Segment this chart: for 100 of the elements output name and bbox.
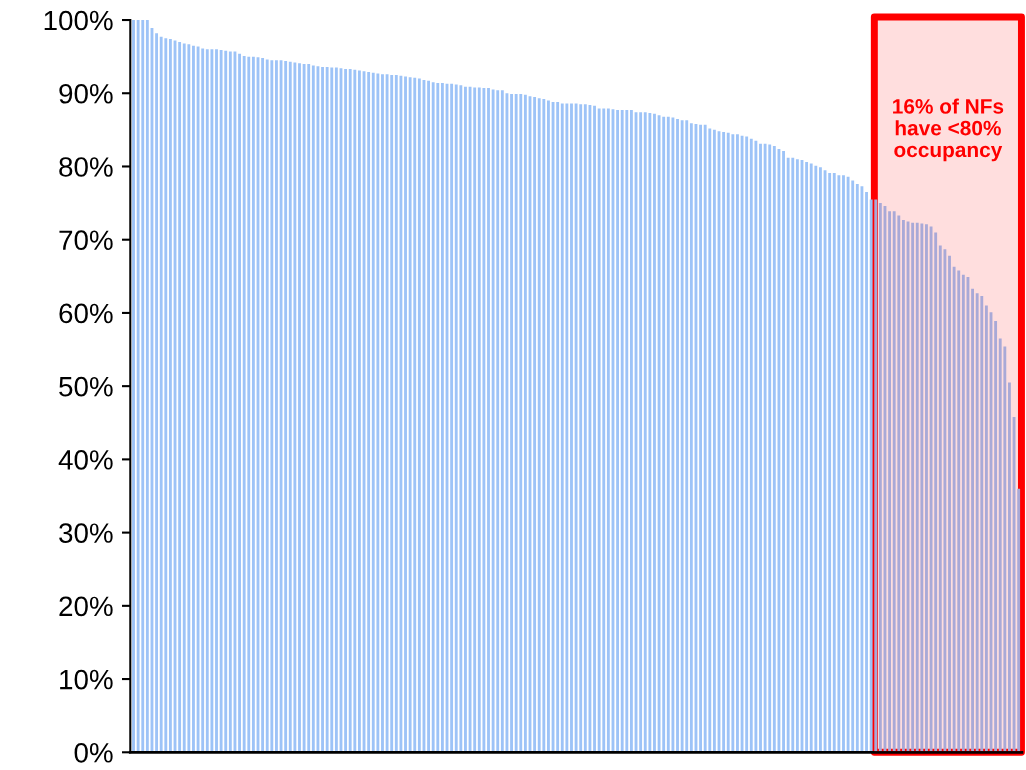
bar [473,87,477,753]
bar [938,245,942,753]
annotation: 16% of NFs have <80% occupancy [893,98,1004,162]
bar [201,48,205,753]
bar [703,124,707,753]
bar [648,113,652,753]
bar [671,117,675,753]
bar [699,124,702,753]
bar [431,82,435,753]
bar [920,223,924,753]
bar [629,110,633,753]
bar [367,72,371,753]
bar [491,89,495,753]
bar [224,50,228,753]
bar [325,66,329,753]
bar [745,136,749,753]
bar [542,99,546,753]
bar [653,113,656,753]
bar [814,165,818,753]
bar [464,86,467,753]
bar [219,50,223,753]
bar [496,90,500,753]
bar [685,120,689,753]
bar [657,115,661,753]
bar [238,53,241,753]
bar [547,100,550,753]
bar [275,60,278,753]
bar [925,224,928,753]
bar [662,116,666,753]
bar [141,20,145,753]
bar [242,55,246,753]
bar [145,20,149,753]
bar [597,108,601,753]
y-tick-label: 100% [44,10,113,31]
bar [984,305,988,753]
bar [666,116,670,753]
bar [878,203,882,753]
bar [270,60,274,753]
y-tick-label: 0% [74,742,113,763]
bar [155,33,159,753]
bar [399,75,403,753]
bar [459,85,463,753]
bar [574,103,578,753]
bar [454,84,458,753]
bar [500,90,504,753]
y-tick-label: 50% [59,376,113,397]
bar [708,128,712,753]
bar [948,255,951,753]
bar [809,163,813,753]
bar [477,87,481,753]
bar [768,144,772,753]
bar [837,175,841,753]
bar [215,49,218,753]
bar [560,103,564,753]
bar [828,173,832,753]
y-tick-label: 70% [59,230,113,251]
bar [943,249,947,753]
bar [487,88,490,753]
bar [759,143,762,753]
bar [971,288,974,753]
bar [510,93,513,753]
bar [842,175,845,753]
bar [404,76,407,753]
bar [846,176,850,753]
bar [957,270,961,753]
bar [284,61,288,753]
bar [205,49,209,753]
bar [712,129,716,753]
bar [593,105,596,753]
bar [353,69,357,753]
bar [408,77,412,753]
bar [763,143,767,753]
bar [1008,382,1011,753]
bar [523,94,527,753]
bar [998,338,1002,753]
bar [334,67,338,753]
bar [293,62,297,753]
bar [892,211,896,753]
bar [620,110,624,753]
bar [915,222,919,753]
bar [754,140,758,753]
bar [514,93,518,753]
bar [321,66,324,753]
bar [994,320,998,753]
bar [537,98,541,753]
bar [182,43,186,753]
y-tick-label: 90% [59,83,113,104]
bar [888,211,892,753]
bar [265,59,269,753]
bar [606,108,610,753]
bar [952,266,956,753]
bar [330,67,334,753]
bar [417,78,421,753]
bar [482,88,486,753]
bar [358,70,361,753]
bar [860,186,864,753]
bar [136,20,140,753]
bar [625,110,629,753]
bar [381,74,384,753]
bar [680,120,684,753]
